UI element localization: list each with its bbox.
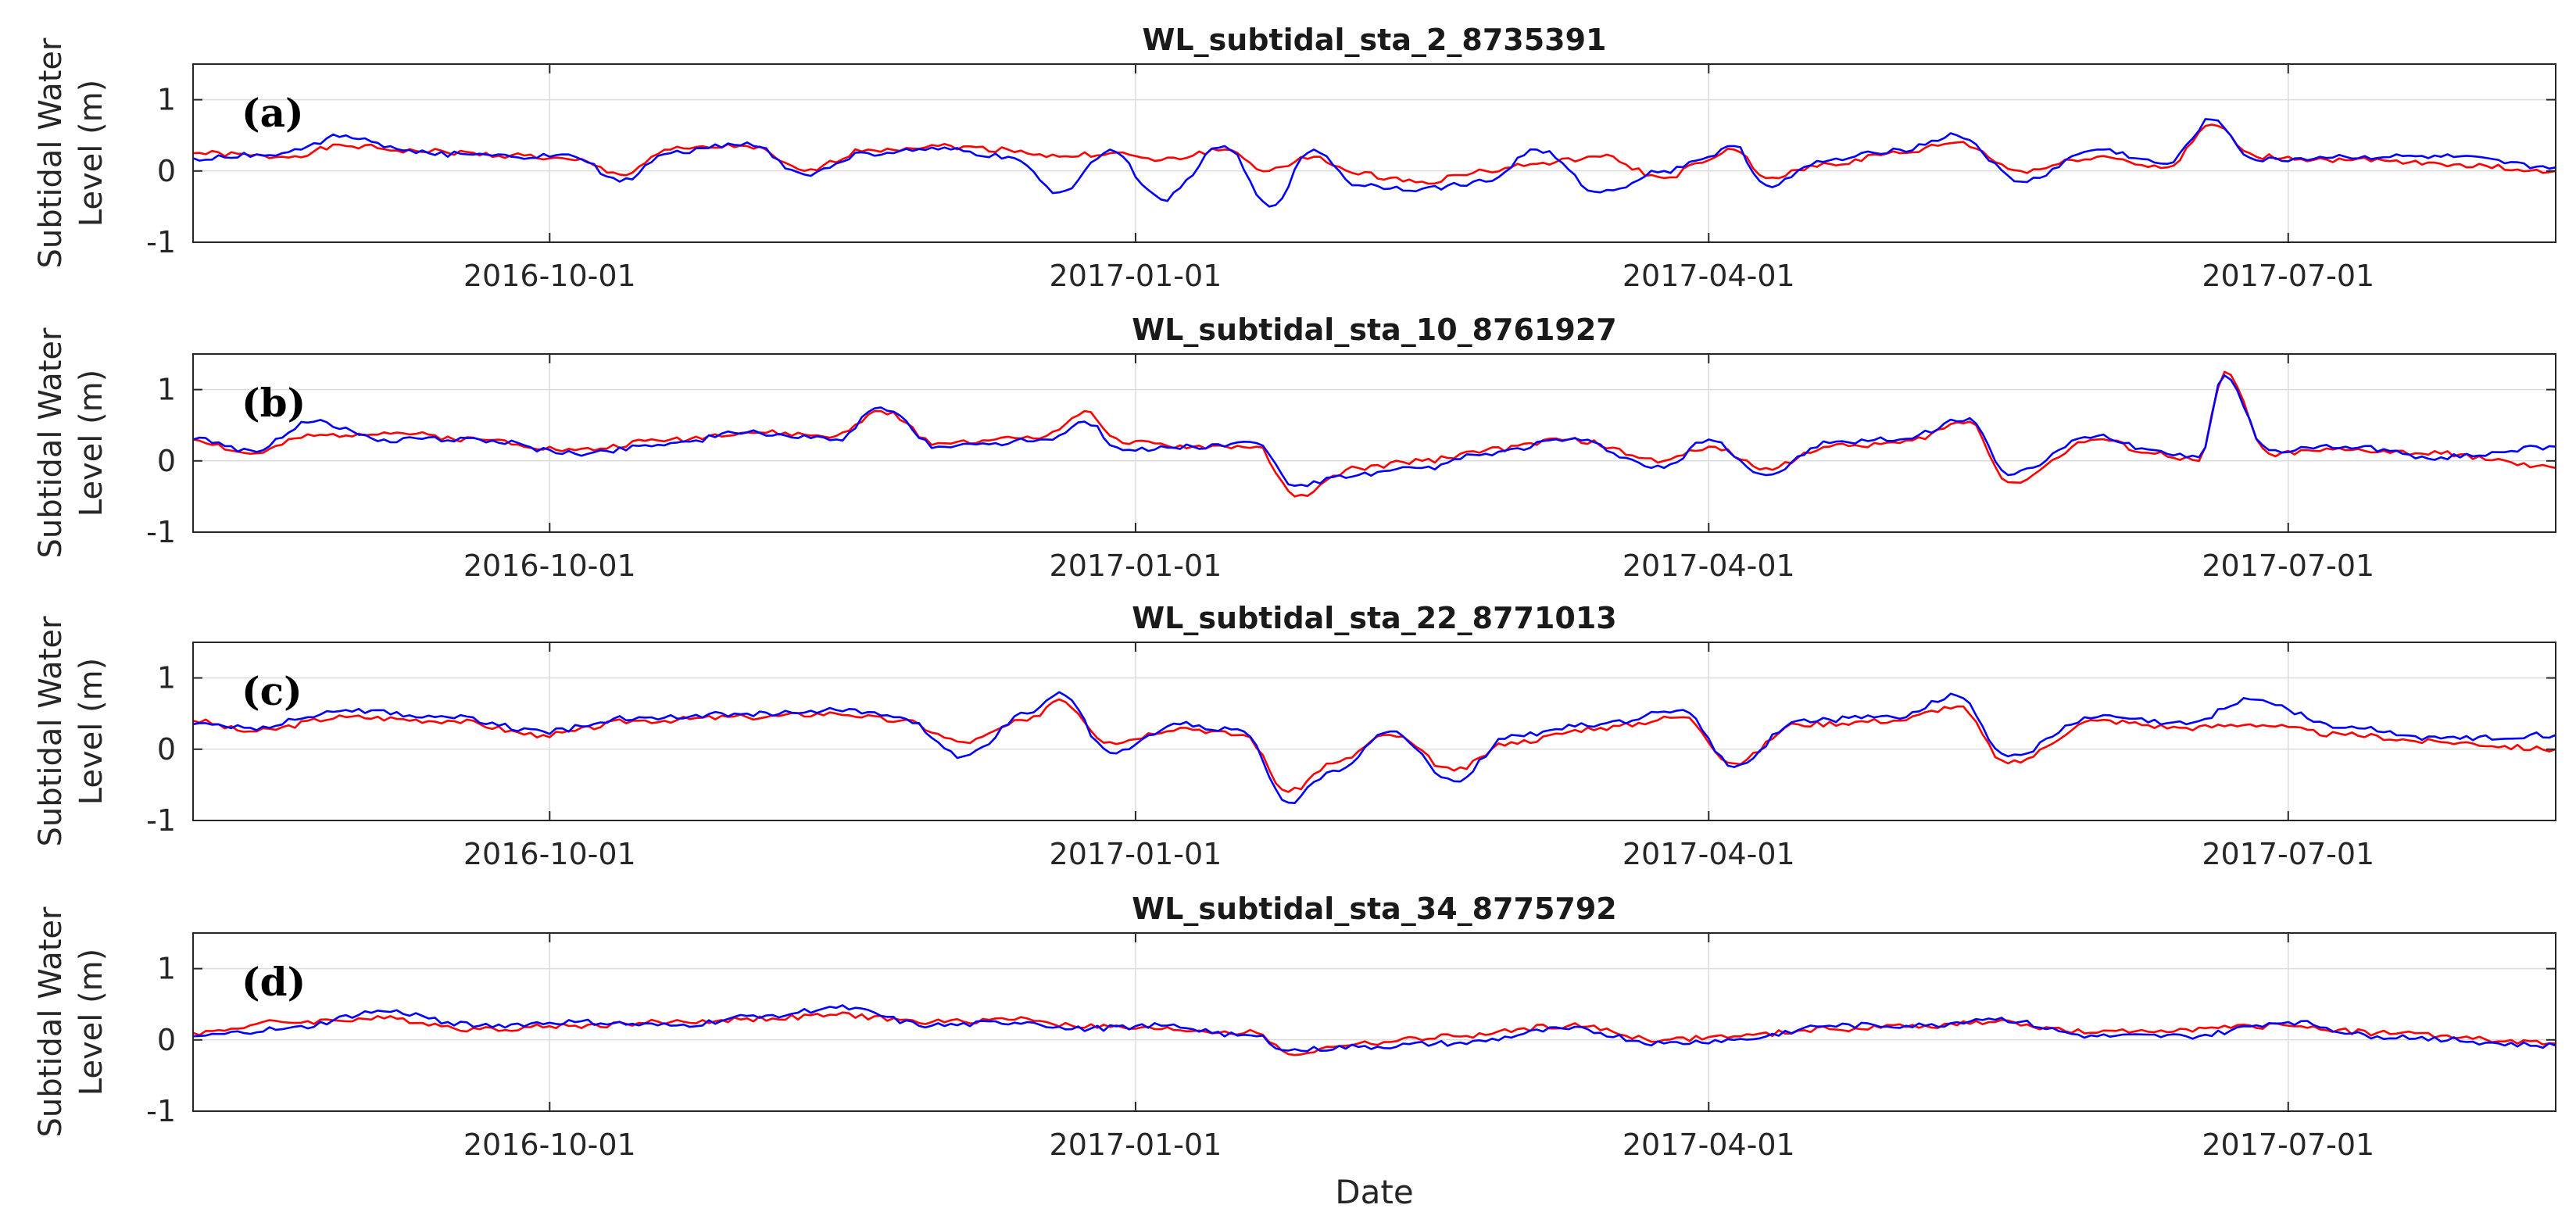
- y-axis-label-line2: Level (m): [73, 80, 109, 227]
- plot-frame: [192, 642, 2556, 821]
- plot-frame: [192, 63, 2556, 243]
- panel-2: 2016-10-01 2017-01-01 2017-04-01 2017-07-01…: [33, 601, 2556, 871]
- plot-area: [192, 63, 2556, 243]
- y-tick-label: -1: [146, 225, 176, 259]
- x-tick-label: 2016-10-01: [463, 259, 636, 293]
- x-tick-label: 2017-01-01: [1050, 549, 1222, 583]
- panel-3: 2016-10-01 2017-01-01 2017-04-01 2017-07-01…: [33, 892, 2556, 1211]
- x-axis-label: Date: [1335, 1173, 1413, 1211]
- plot-frame: [192, 932, 2556, 1112]
- chart-title: WL_subtidal_sta_34_8775792: [1132, 892, 1616, 926]
- y-tick-label: 1: [157, 83, 176, 117]
- x-tick-label: 2017-04-01: [1623, 1128, 1795, 1162]
- y-tick-label: 1: [157, 373, 176, 407]
- y-tick-label: 0: [157, 732, 176, 767]
- panel-label: (a): [242, 90, 304, 136]
- x-tick-label: 2017-07-01: [2202, 837, 2374, 871]
- x-tick-label: 2016-10-01: [463, 837, 636, 871]
- x-tick-label: 2017-07-01: [2202, 549, 2374, 583]
- x-tick-label: 2016-10-01: [463, 1128, 636, 1162]
- y-axis-label-line2: Level (m): [73, 949, 109, 1096]
- panel-0: 2016-10-01 2017-01-01 2017-04-01 2017-07-01…: [33, 23, 2556, 293]
- x-tick-label: 2017-04-01: [1623, 549, 1795, 583]
- y-tick-label: 0: [157, 444, 176, 478]
- plot-frame: [192, 353, 2556, 533]
- series-line-0: [192, 1011, 2556, 1056]
- series-line-1: [192, 374, 2556, 488]
- y-axis-label-line1: Subtidal Water: [33, 616, 69, 846]
- plot-area: [192, 932, 2556, 1112]
- plot-area: [192, 642, 2556, 821]
- x-tick-label: 2017-07-01: [2202, 259, 2374, 293]
- x-tick-label: 2017-07-01: [2202, 1128, 2374, 1162]
- x-tick-label: 2017-04-01: [1623, 259, 1795, 293]
- y-tick-label: -1: [146, 1094, 176, 1128]
- y-tick-label: -1: [146, 515, 176, 549]
- y-tick-label: 1: [157, 952, 176, 986]
- chart-title: WL_subtidal_sta_10_8761927: [1132, 313, 1616, 347]
- panel-1: 2016-10-01 2017-01-01 2017-04-01 2017-07-01…: [33, 313, 2556, 583]
- y-axis-label-line1: Subtidal Water: [33, 327, 69, 558]
- y-axis-label: Subtidal Water Level (m): [33, 616, 109, 846]
- y-axis-label: Subtidal Water Level (m): [33, 906, 109, 1137]
- series-line-1: [192, 1004, 2556, 1053]
- y-tick-label: -1: [146, 803, 176, 838]
- y-axis-label-line1: Subtidal Water: [33, 906, 69, 1137]
- y-axis-label-line2: Level (m): [73, 658, 109, 805]
- panel-label: (d): [242, 959, 306, 1005]
- x-tick-label: 2017-01-01: [1050, 837, 1222, 871]
- y-tick-label: 1: [157, 661, 176, 695]
- x-tick-label: 2017-01-01: [1050, 259, 1222, 293]
- x-tick-label: 2017-04-01: [1623, 837, 1795, 871]
- y-tick-label: 0: [157, 1023, 176, 1057]
- chart-title: WL_subtidal_sta_2_8735391: [1142, 23, 1606, 57]
- y-axis-label: Subtidal Water Level (m): [33, 327, 109, 558]
- plot-area: [192, 353, 2556, 533]
- x-tick-label: 2016-10-01: [463, 549, 636, 583]
- series-line-1: [192, 691, 2556, 804]
- y-tick-label: 0: [157, 154, 176, 188]
- y-axis-label-line2: Level (m): [73, 370, 109, 517]
- y-axis-label-line1: Subtidal Water: [33, 38, 69, 268]
- chart-title: WL_subtidal_sta_22_8771013: [1132, 601, 1616, 635]
- panel-label: (c): [242, 668, 302, 714]
- y-axis-label: Subtidal Water Level (m): [33, 38, 109, 268]
- panel-label: (b): [242, 380, 306, 426]
- series-line-0: [192, 370, 2556, 498]
- x-tick-label: 2017-01-01: [1050, 1128, 1222, 1162]
- series-line-1: [192, 118, 2556, 208]
